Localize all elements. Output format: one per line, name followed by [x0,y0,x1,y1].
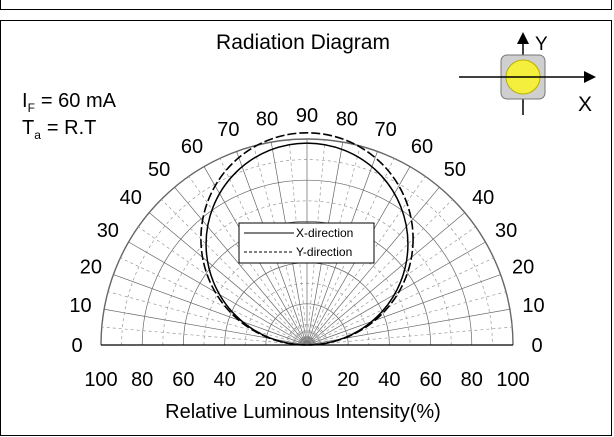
top-border-strip [0,0,612,10]
legend-box [238,222,375,264]
grid-spoke-35 [306,226,476,346]
x-axis-label: Relative Luminous Intensity(%) [165,401,441,423]
angle-label-right-50: 50 [444,159,466,181]
x-axis-letter: X [578,93,592,116]
grid-spoke-20 [306,274,501,346]
angle-label-right-30: 30 [495,220,517,242]
grid-arc-90 [121,159,493,346]
y-axis-arrowhead [517,32,529,44]
angle-label-right-80: 80 [336,108,358,130]
angle-label-left-40: 40 [120,187,142,209]
angle-label-right-20: 20 [512,256,534,278]
ta-prefix: T [22,117,34,139]
chart-title: Radiation Diagram [216,31,390,54]
grid-spoke-5 [306,326,513,346]
intensity-tick-3: 40 [213,369,235,391]
angle-label-top-90: 90 [296,105,318,127]
angle-label-left-60: 60 [181,136,203,158]
intensity-tick-1: 80 [131,369,153,391]
angle-label-right-60: 60 [411,136,433,158]
angle-label-right-70: 70 [375,119,397,141]
intensity-tick-9: 80 [461,369,483,391]
grid-spoke-25 [306,257,494,346]
grid-spoke-130 [174,186,308,346]
angle-label-right-40: 40 [472,187,494,209]
legend: X-direction Y-direction [238,222,375,264]
if-subscript: F [28,101,35,115]
angle-label-left-10: 10 [69,295,91,317]
legend-label-y-direction: Y-direction [296,245,352,259]
angle-label-left-30: 30 [97,220,119,242]
intensity-tick-10: 100 [496,369,529,391]
grid-spoke-40 [306,212,466,346]
angle-label-left-80: 80 [256,108,278,130]
chart-frame [0,20,612,436]
forward-current-condition: IF = 60 mA [22,90,117,115]
intensity-tick-8: 60 [419,369,441,391]
grid-spoke-15 [306,291,507,346]
grid-spoke-45 [306,199,453,346]
intensity-tick-4: 20 [255,369,277,391]
if-value: = 60 mA [41,90,117,112]
grid-spoke-50 [306,186,440,346]
grid-spoke-140 [148,212,308,346]
x-axis-arrowhead [584,71,596,83]
axis-orientation-icon: Y X [459,32,596,116]
ambient-temp-condition: Ta = R.T [22,117,96,142]
if-prefix: I [22,90,28,112]
grid-spoke-155 [120,257,308,346]
intensity-tick-6: 20 [337,369,359,391]
grid-spoke-150 [128,241,308,346]
ta-subscript: a [34,128,41,142]
angle-label-right-10: 10 [522,295,544,317]
series-x-direction [205,142,409,346]
grid-arc-50 [203,241,411,346]
radiation-curves [200,132,414,346]
grid-spoke-175 [101,326,308,346]
series-y-direction [200,132,414,346]
grid-spoke-160 [113,274,308,346]
angle-label-left-50: 50 [148,159,170,181]
intensity-tick-labels: 100 80 60 40 20 0 20 40 60 80 100 [84,369,529,391]
legend-label-x-direction: X-direction [296,226,353,240]
angle-label-left-20: 20 [80,256,102,278]
angle-label-left-70: 70 [217,119,239,141]
intensity-tick-7: 40 [378,369,400,391]
grid-spoke-165 [107,291,308,346]
intensity-tick-0: 100 [84,369,117,391]
grid-spoke-30 [306,241,486,346]
grid-spoke-145 [138,226,308,346]
angle-label-left-0: 0 [71,335,82,357]
ta-value: = R.T [47,117,96,139]
intensity-tick-2: 60 [172,369,194,391]
grid-arc-70 [162,200,452,346]
y-axis-letter: Y [535,34,548,55]
intensity-tick-5: 0 [301,369,312,391]
angle-label-right-0: 0 [531,335,542,357]
grid-spoke-135 [161,199,308,346]
